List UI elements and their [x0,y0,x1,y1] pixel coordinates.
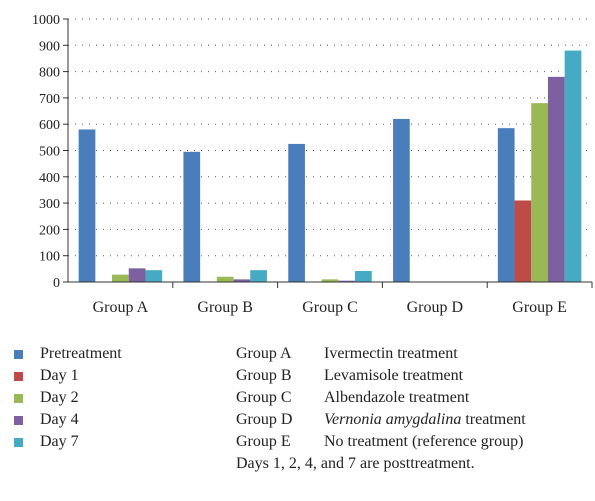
bar-day-2 [112,274,129,282]
x-tick-label: Group C [302,299,358,316]
legend-label: Pretreatment [40,345,122,362]
legend: Pretreatment Day 1 Day 2 Day 4 Day 7 [14,343,214,453]
bar-pretreatment [183,151,201,282]
bar-day-2 [216,276,234,282]
y-tick-label: 0 [53,276,60,291]
y-tick-label: 500 [39,145,60,160]
legend-swatch [14,437,23,447]
bar-pretreatment [393,118,410,282]
x-tick-labels: Group A Group B Group C Group D Group E [93,299,567,316]
bar-day-4 [338,280,356,282]
y-tick-label: 1000 [32,13,60,28]
bar-day-7 [564,50,582,283]
bar-day-4 [233,279,251,282]
bar-day-7 [250,270,267,282]
y-tick-label: 900 [39,39,60,54]
legend-label: Day 2 [40,389,79,406]
bar-day-2 [531,103,548,282]
y-tick-label: 700 [39,92,60,107]
bar-chart: 0 100 200 300 400 500 600 700 800 900 1000 Group A… [32,13,593,316]
bar-pretreatment [78,129,96,282]
group-code: Group E [236,433,291,450]
x-tick-label: Group A [93,299,149,316]
bar-day-1 [514,200,532,282]
x-tick-label: Group B [197,299,253,316]
group-key-row: Group D Vernonia amygdalina treatment [236,409,591,431]
group-key: Group A Ivermectin treatment Group B Lev… [236,343,591,475]
legend-label: Day 1 [40,367,79,384]
legend-swatch [14,415,23,425]
legend-swatch [14,349,23,359]
group-key-row: Group B Levamisole treatment [236,365,591,387]
y-tick-label: 300 [39,197,60,212]
bar-day-4 [128,268,146,282]
group-code: Group B [236,367,292,384]
legend-item: Day 7 [14,431,214,453]
bar-pretreatment [497,128,515,282]
y-tick-label: 400 [39,171,60,186]
group-description: Vernonia amygdalina treatment [324,411,526,428]
axes [67,19,593,288]
legend-swatch [14,371,23,381]
y-tick-labels: 0 100 200 300 400 500 600 700 800 900 1000 [32,13,60,291]
y-tick-label: 600 [39,118,60,133]
group-description: Levamisole treatment [324,367,464,384]
posttreatment-note: Days 1, 2, 4, and 7 are posttreatment. [236,455,475,472]
legend-item: Day 1 [14,365,214,387]
y-tick-label: 800 [39,66,60,81]
legend-item: Pretreatment [14,343,214,365]
group-code: Group C [236,389,292,406]
group-key-row: Group C Albendazole treatment [236,387,591,409]
legend-label: Day 4 [40,411,79,428]
group-description: Ivermectin treatment [324,345,458,362]
gridlines [63,18,592,283]
legend-item: Day 4 [14,409,214,431]
group-code: Group A [236,345,292,362]
x-tick-label: Group D [407,299,463,316]
legend-swatch [14,393,23,403]
group-description: No treatment (reference group) [324,433,524,450]
bar-day-7 [355,270,372,282]
group-description: Albendazole treatment [324,389,470,406]
y-tick-label: 200 [39,223,60,238]
bar-day-4 [547,76,565,282]
group-key-row: Group E No treatment (reference group) [236,431,591,453]
bar-pretreatment [288,143,305,282]
x-tick-label: Group E [512,299,567,316]
legend-label: Day 7 [40,433,79,450]
group-code: Group D [236,411,293,428]
group-key-row: Group A Ivermectin treatment [236,343,591,365]
legend-item: Day 2 [14,387,214,409]
bar-day-2 [321,279,339,282]
bars [78,50,582,283]
bar-day-7 [145,270,163,282]
y-tick-label: 100 [39,250,60,265]
